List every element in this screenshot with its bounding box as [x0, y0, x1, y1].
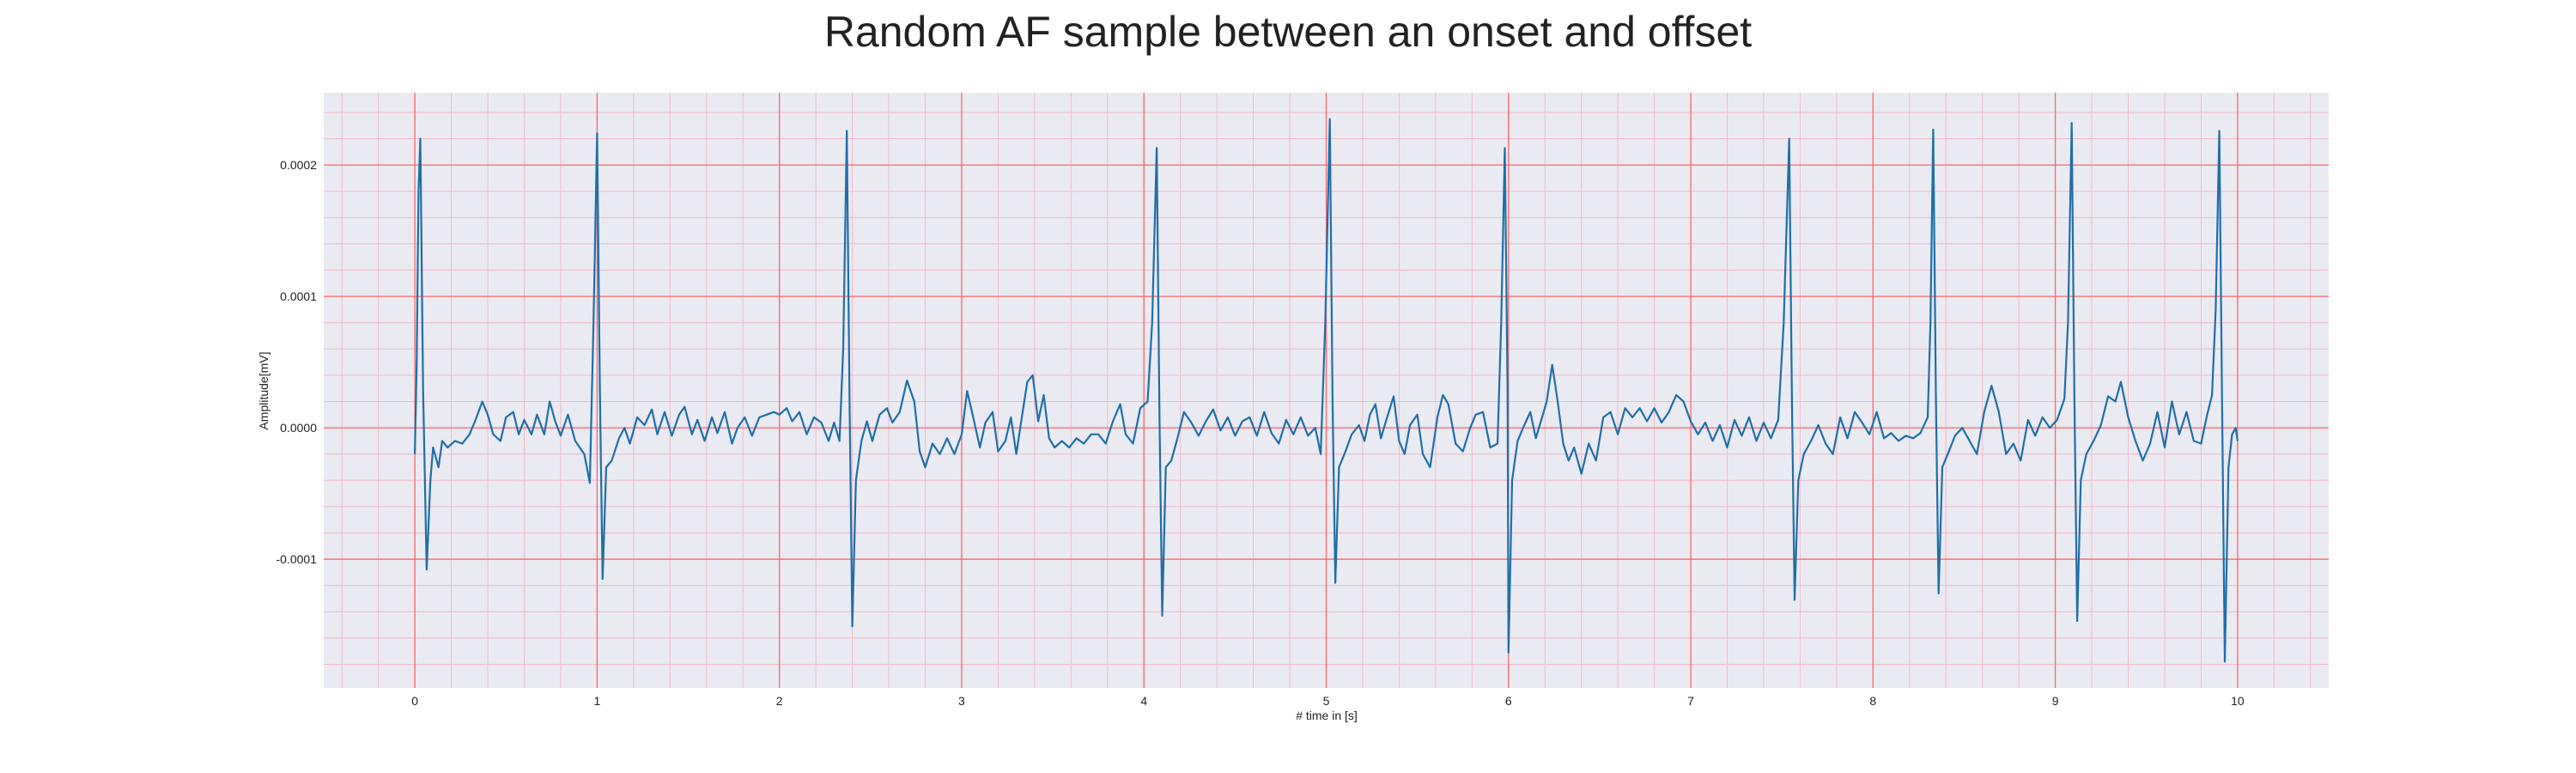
x-tick-label: 10: [2231, 694, 2245, 708]
x-tick-label: 4: [1140, 694, 1147, 708]
x-tick-label: 7: [1687, 694, 1694, 708]
y-tick-label: 0.0002: [280, 158, 317, 172]
x-tick-label: 6: [1505, 694, 1512, 708]
x-tick-label: 8: [1869, 694, 1876, 708]
y-tick-labels: -0.0001 0.0000 0.0001 0.0002: [276, 158, 318, 566]
y-axis-label: Amplitude[mV]: [257, 351, 270, 429]
x-tick-label: 9: [2052, 694, 2059, 708]
x-tick-label: 0: [411, 694, 418, 708]
chart-title: Random AF sample between an onset and of…: [823, 8, 1753, 56]
x-tick-label: 1: [594, 694, 601, 708]
x-axis-label: # time in [s]: [1296, 709, 1358, 722]
x-tick-label: 5: [1323, 694, 1330, 708]
x-tick-labels: 0 1 2 3 4 5 6 7 8 9 10: [411, 694, 2245, 708]
x-tick-label: 2: [776, 694, 783, 708]
y-tick-label: 0.0000: [280, 421, 317, 435]
x-tick-label: 3: [958, 694, 965, 708]
y-tick-label: -0.0001: [276, 552, 318, 566]
y-tick-label: 0.0001: [280, 289, 317, 303]
ecg-signal-line: [414, 118, 2239, 663]
